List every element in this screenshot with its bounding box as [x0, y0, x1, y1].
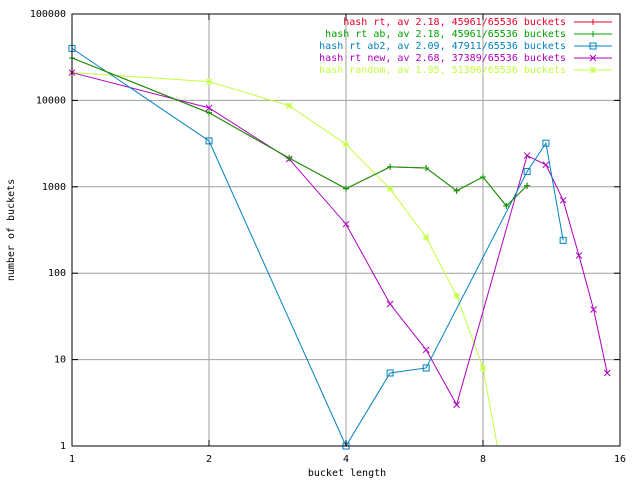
y-tick-label: 10	[54, 355, 66, 366]
data-point	[589, 66, 597, 74]
data-point	[285, 102, 293, 109]
data-point	[342, 220, 350, 228]
y-tick-label: 100	[48, 268, 66, 279]
x-axis-label: bucket length	[308, 468, 386, 479]
data-point	[343, 185, 349, 192]
data-point	[205, 104, 213, 112]
data-point	[524, 182, 531, 189]
x-tick-label: 1	[69, 454, 75, 465]
series-line	[71, 47, 564, 448]
legend-label: hash rt, av 2.18, 45961/65536 buckets	[343, 17, 566, 28]
data-point	[423, 165, 430, 172]
y-tick-label: 100000	[30, 9, 66, 20]
data-point	[590, 31, 596, 37]
x-tick-label: 4	[343, 454, 349, 465]
data-point	[603, 369, 611, 377]
data-point	[523, 152, 531, 159]
data-point	[386, 300, 394, 308]
data-point	[422, 364, 430, 372]
data-point	[422, 346, 430, 354]
data-point	[590, 19, 596, 25]
data-point	[480, 173, 486, 180]
data-point	[386, 369, 394, 377]
ticks: 1 2 4 8 16 1 10 100 1000 10000 100000	[30, 9, 626, 465]
data-point	[589, 42, 597, 50]
y-tick-label: 10000	[36, 95, 66, 106]
data-point	[559, 236, 567, 244]
series-line	[71, 57, 528, 207]
data-point	[205, 137, 213, 145]
data-point	[542, 139, 550, 147]
data-point	[523, 168, 531, 176]
data-point	[542, 161, 550, 169]
data-point	[575, 252, 583, 259]
data-point	[590, 306, 597, 313]
data-point	[342, 140, 350, 148]
data-point	[387, 163, 394, 170]
data-point	[386, 185, 394, 193]
data-point	[453, 187, 460, 194]
data-point	[205, 78, 213, 85]
data-point	[422, 233, 430, 241]
data-point	[286, 155, 293, 162]
y-tick-label: 1000	[42, 182, 66, 193]
y-axis-label: number of buckets	[6, 179, 17, 281]
data-point	[206, 109, 212, 116]
data-point	[559, 196, 567, 204]
x-tick-label: 16	[614, 454, 626, 465]
legend-label: hash rt ab, av 2.18, 45961/65536 buckets	[325, 29, 566, 40]
x-tick-label: 2	[206, 454, 212, 465]
data-point	[453, 292, 460, 299]
legend-label: hash random, av 1.95, 51306/65536 bucket…	[319, 65, 566, 76]
data-point	[453, 401, 460, 409]
x-tick-label: 8	[480, 454, 486, 465]
data-point	[479, 364, 487, 372]
legend-label: hash rt ab2, av 2.09, 47911/65536 bucket…	[319, 41, 566, 52]
legend-label: hash rt new, av 2.68, 37389/65536 bucket…	[319, 53, 566, 64]
y-tick-label: 1	[60, 441, 66, 452]
legend: hash rt, av 2.18, 45961/65536 bucketshas…	[319, 17, 612, 76]
data-point	[589, 54, 597, 62]
series-layer	[68, 44, 611, 450]
data-point	[503, 202, 510, 209]
